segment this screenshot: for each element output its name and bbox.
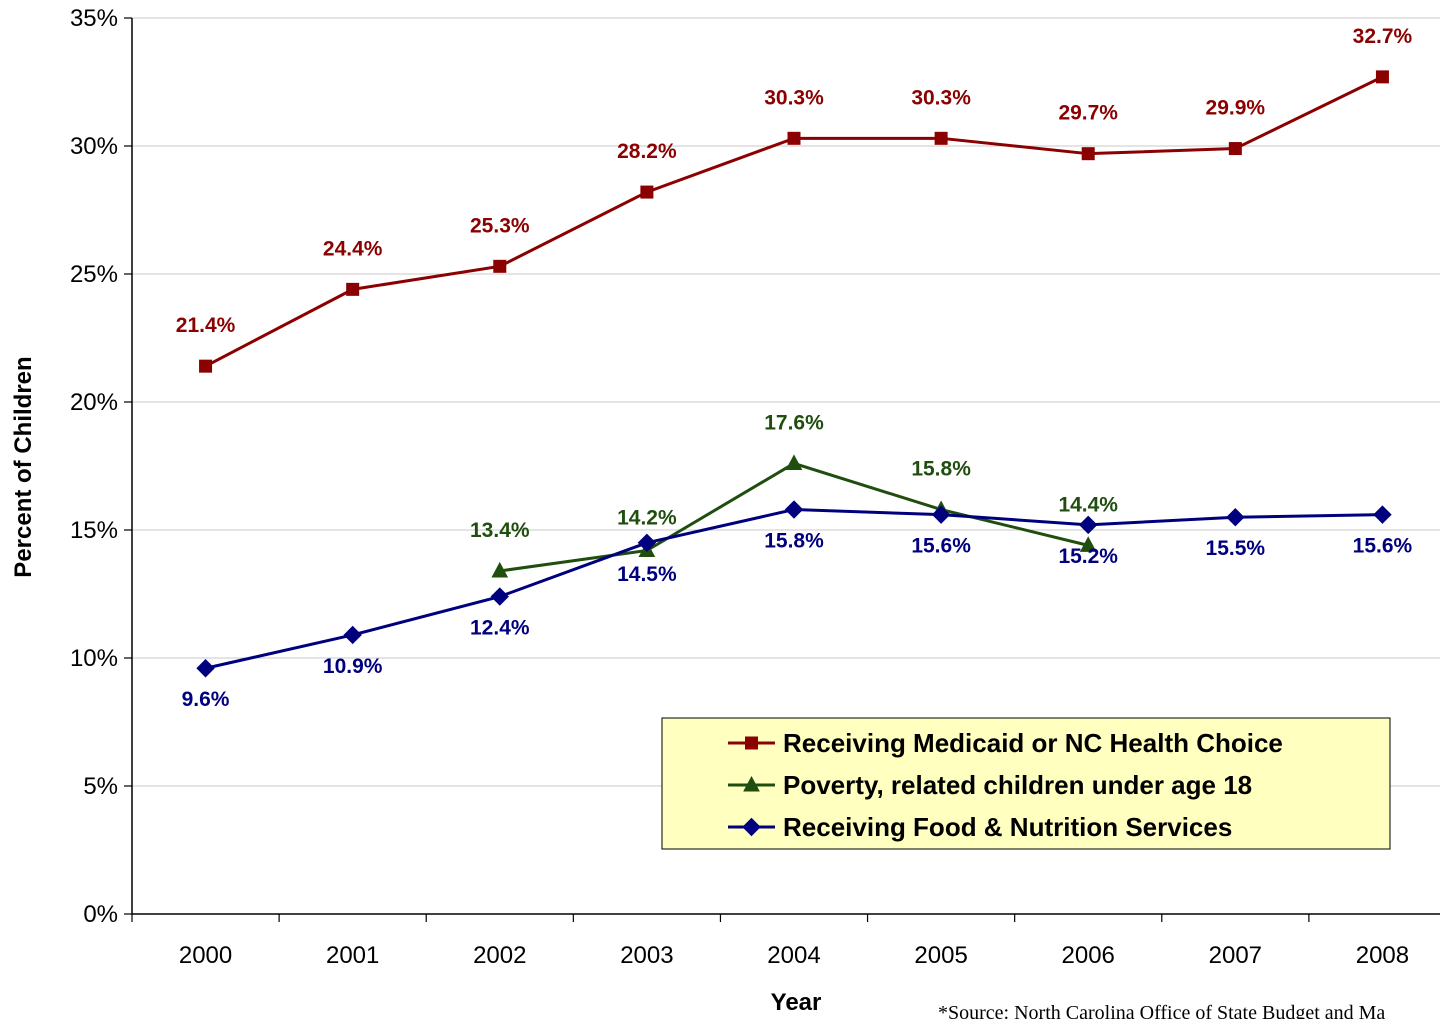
data-point: [1375, 70, 1389, 84]
data-point: [491, 561, 509, 578]
y-tick-label: 20%: [70, 389, 118, 416]
legend-swatch-marker: [745, 736, 758, 750]
data-point: [196, 659, 215, 678]
data-label: 28.2%: [617, 140, 677, 163]
data-point: [1079, 515, 1098, 535]
x-tick-label: 2004: [767, 942, 820, 969]
data-label: 15.8%: [764, 530, 824, 553]
data-label: 25.3%: [470, 214, 530, 237]
x-tick-label: 2002: [473, 942, 526, 969]
data-point: [199, 359, 213, 373]
data-label: 9.6%: [182, 688, 230, 711]
data-label: 32.7%: [1353, 25, 1413, 48]
x-axis-title: Year: [771, 989, 822, 1016]
data-point: [640, 185, 654, 199]
data-label: 14.5%: [617, 563, 677, 586]
data-point: [1079, 536, 1097, 552]
data-point: [493, 259, 507, 273]
y-tick-label: 10%: [70, 645, 118, 672]
x-tick-label: 2007: [1209, 942, 1262, 969]
data-label: 29.9%: [1206, 97, 1266, 120]
legend-box: [661, 717, 1391, 850]
data-point: [787, 131, 801, 145]
data-label: 30.3%: [911, 86, 971, 109]
legend-entry: Receiving Food & Nutrition Services: [783, 812, 1232, 842]
series-lines: [196, 70, 1392, 678]
data-point: [1373, 505, 1392, 524]
data-label: 29.7%: [1058, 102, 1118, 125]
legend-entry: Poverty, related children under age 18: [783, 770, 1252, 800]
data-point: [1226, 507, 1245, 527]
data-point: [637, 533, 657, 553]
gridlines: [132, 17, 1440, 787]
data-point: [490, 587, 509, 606]
data-label: 15.5%: [1206, 537, 1266, 560]
y-axis-title: Percent of Children: [10, 356, 37, 577]
y-tick-label: 30%: [70, 133, 118, 160]
data-label: 15.8%: [911, 458, 971, 481]
data-point: [784, 500, 804, 519]
x-tick-label: 2000: [179, 942, 232, 969]
source-note: *Source: North Carolina Office of State …: [938, 1002, 1385, 1019]
axes: 0% 5% 10% 15% 20% 25% 30% 35% 2000 2001 2002 2003 20…: [70, 5, 1440, 969]
data-label: 17.6%: [764, 411, 824, 434]
data-point: [931, 505, 951, 524]
y-tick-label: 5%: [83, 773, 118, 800]
data-point: [934, 131, 948, 145]
data-label: 14.2%: [617, 506, 677, 529]
x-tick-label: 2006: [1062, 942, 1115, 969]
y-tick-label: 25%: [70, 261, 118, 288]
legend: Receiving Medicaid or NC Health Choice Po…: [661, 717, 1391, 850]
x-tick-label: 2005: [914, 942, 967, 969]
data-label: 15.2%: [1058, 545, 1118, 568]
y-tick-label: 15%: [70, 517, 118, 544]
data-labels: 21.4% 24.4% 25.3% 28.2% 30.3% 30.3% 29.7% 29.9%…: [176, 25, 1413, 711]
data-label: 21.4%: [176, 314, 236, 337]
legend-entry: Receiving Medicaid or NC Health Choice: [783, 728, 1283, 758]
x-tick-label: 2003: [620, 942, 673, 969]
data-label: 30.3%: [764, 86, 824, 109]
data-point: [785, 454, 803, 470]
legend-swatch-marker: [742, 817, 761, 837]
data-label: 24.4%: [323, 237, 383, 260]
data-point: [1081, 147, 1095, 161]
series-line-1: [204, 75, 1384, 368]
y-tick-label: 35%: [70, 5, 118, 32]
x-tick-label: 2008: [1356, 942, 1409, 969]
data-point: [346, 282, 360, 296]
data-point: [1228, 142, 1242, 156]
data-label: 13.4%: [470, 519, 530, 542]
data-label: 14.4%: [1058, 493, 1118, 516]
data-label: 15.6%: [911, 535, 971, 558]
x-tick-label: 2001: [326, 942, 379, 969]
data-label: 10.9%: [323, 655, 383, 678]
legend-swatch-marker: [743, 775, 760, 792]
data-label: 15.6%: [1353, 535, 1413, 558]
data-point: [343, 625, 362, 645]
data-label: 12.4%: [470, 617, 530, 640]
y-tick-label: 0%: [83, 901, 118, 928]
